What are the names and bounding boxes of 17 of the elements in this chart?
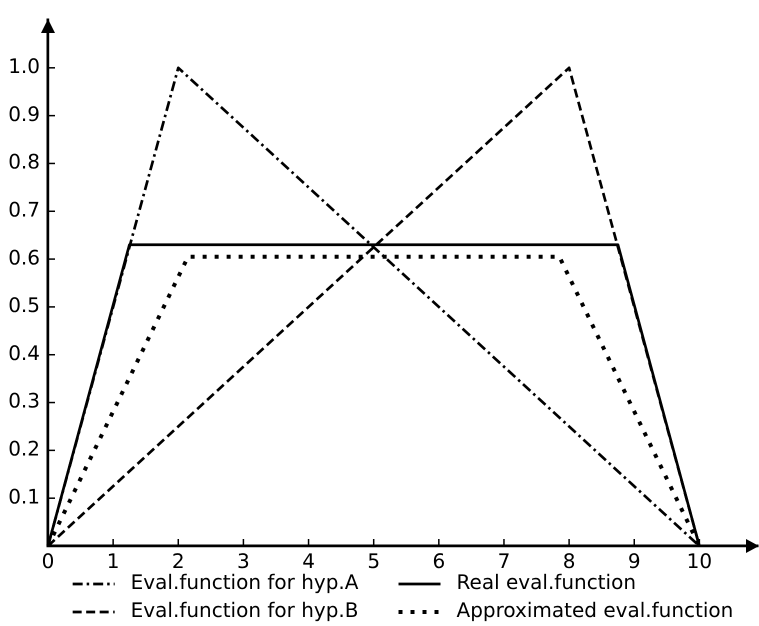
x-tick-label: 10	[686, 549, 712, 574]
y-tick-label: 1.0	[8, 54, 40, 78]
x-tick-label: 0	[42, 549, 54, 574]
x-tick-label: 1	[106, 549, 120, 574]
y-tick-label: 0.5	[8, 293, 40, 318]
y-tick-label: 0.7	[8, 197, 40, 222]
y-tick-label: 0.8	[8, 150, 40, 174]
y-tick-label: 0.6	[8, 245, 40, 270]
y-tick-label: 0.9	[8, 102, 40, 126]
legend-label: Approximated eval.function	[456, 598, 734, 622]
legend-label: Eval.function for hyp.B	[130, 598, 359, 622]
y-tick-label: 0.3	[8, 388, 40, 413]
x-tick-label: 5	[367, 549, 380, 574]
y-tick-label: 0.2	[8, 436, 40, 461]
y-tick-label: 0.1	[8, 484, 40, 508]
y-tick-label: 0.4	[8, 340, 40, 365]
x-tick-label: 6	[432, 549, 446, 574]
